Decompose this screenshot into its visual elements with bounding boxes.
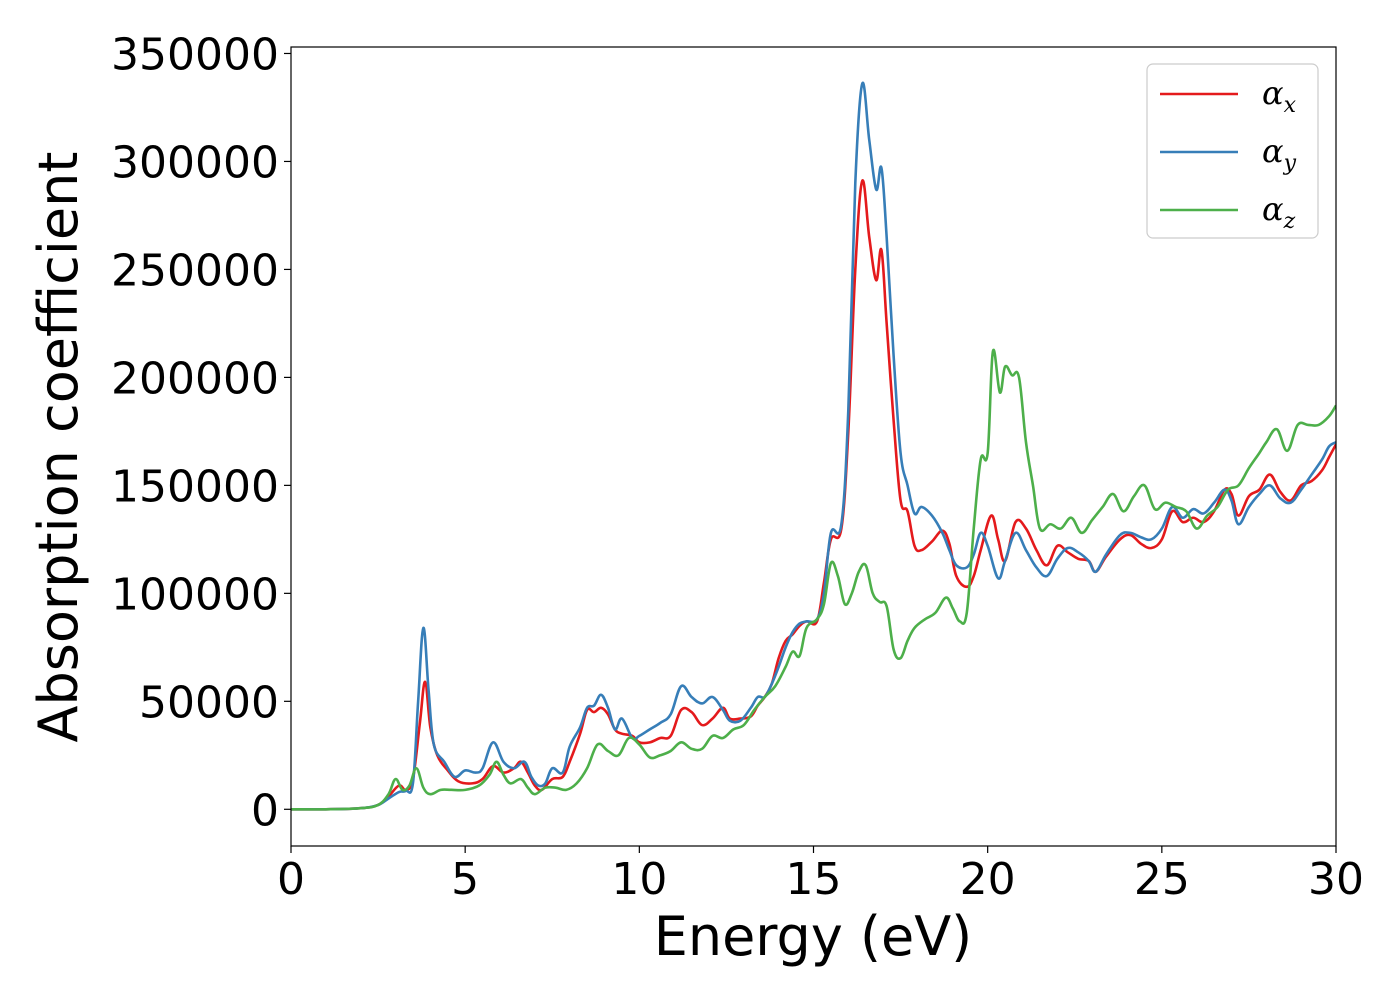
y-tick-label: 150000 (111, 461, 279, 512)
x-axis-label: Energy (eV) (654, 905, 973, 968)
x-tick-label: 30 (1308, 854, 1364, 905)
x-tick-label: 25 (1134, 854, 1190, 905)
x-tick-label: 0 (277, 854, 305, 905)
y-tick-label: 350000 (111, 29, 279, 80)
series-line-z (291, 348, 1336, 811)
y-tick-label: 0 (251, 785, 279, 836)
y-axis: 0 50000 100000 150000 200000 250000 300000 3500… (111, 29, 291, 836)
y-tick-label: 100000 (111, 569, 279, 620)
y-tick-label: 50000 (139, 677, 279, 728)
x-tick-label: 15 (786, 854, 842, 905)
x-tick-label: 5 (451, 854, 479, 905)
y-axis-label: Absorption coefficient (27, 152, 90, 743)
y-tick-label: 300000 (111, 137, 279, 188)
series-line-y (291, 81, 1336, 811)
series-layer (291, 81, 1336, 811)
x-tick-label: 20 (960, 854, 1016, 905)
series-line-x (291, 179, 1336, 811)
x-axis: 0 5 10 15 20 25 30 (277, 846, 1364, 905)
x-tick-label: 10 (611, 854, 667, 905)
y-tick-label: 200000 (111, 353, 279, 404)
y-tick-label: 250000 (111, 245, 279, 296)
